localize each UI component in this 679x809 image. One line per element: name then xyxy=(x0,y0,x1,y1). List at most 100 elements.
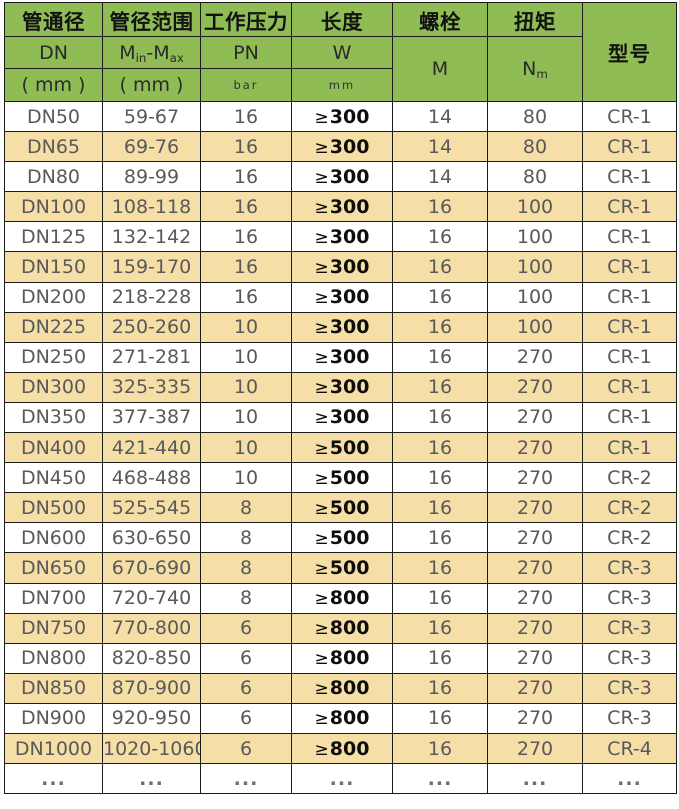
table-row: ..................... xyxy=(4,763,677,795)
cell-pipe-diameter: DN125 xyxy=(4,221,103,253)
header-symbol-w: W xyxy=(291,36,393,69)
cell-torque: 270 xyxy=(487,492,583,524)
min-base: M xyxy=(119,41,136,64)
greater-equal-icon: ≥ xyxy=(314,589,329,610)
cell-bolt: 16 xyxy=(392,251,488,283)
cell-pipe-diameter: DN650 xyxy=(4,552,103,584)
cell-model: CR-2 xyxy=(582,522,677,554)
cell-torque: 270 xyxy=(487,612,583,644)
length-value: 800 xyxy=(329,587,370,610)
greater-equal-icon: ≥ xyxy=(314,528,329,549)
length-value: 300 xyxy=(329,135,370,158)
max-base: M xyxy=(153,41,170,64)
greater-equal-icon: ≥ xyxy=(314,709,329,730)
cell-bolt: 16 xyxy=(392,702,488,734)
table-row: DN1000 1020-1060 6 ≥800 16 270 CR-4 xyxy=(4,732,677,765)
cell-pipe-diameter: ... xyxy=(4,763,103,795)
cell-model: CR-3 xyxy=(582,612,677,644)
cell-model: CR-1 xyxy=(582,341,677,373)
cell-pipe-diameter: DN80 xyxy=(4,161,103,193)
min-sub: in xyxy=(135,50,147,65)
cell-model: CR-3 xyxy=(582,702,677,734)
length-value: 800 xyxy=(329,677,370,700)
greater-equal-icon: ≥ xyxy=(314,167,329,188)
greater-equal-icon: ≥ xyxy=(314,258,329,279)
cell-diameter-range: 159-170 xyxy=(102,251,201,283)
cell-torque: 80 xyxy=(487,100,583,133)
table-row: DN600 630-650 8 ≥500 16 270 CR-2 xyxy=(4,522,677,554)
header-pipe-diameter: 管通径 xyxy=(4,2,103,37)
table-row: DN500 525-545 8 ≥500 16 270 CR-2 xyxy=(4,492,677,524)
header-row-title: 管通径 管径范围 工作压力 长度 螺栓 扭矩 型号 xyxy=(4,2,677,102)
cell-torque: 80 xyxy=(487,131,583,163)
cell-working-pressure: 10 xyxy=(200,432,292,464)
cell-diameter-range: 468-488 xyxy=(102,462,201,494)
table-body: DN50 59-67 16 ≥300 14 80 CR-1 DN65 69-76 16 ≥300 14… xyxy=(4,100,677,795)
cell-diameter-range: 870-900 xyxy=(102,672,201,704)
cell-diameter-range: 525-545 xyxy=(102,492,201,524)
cell-length: ≥800 xyxy=(291,702,393,734)
cell-model: CR-4 xyxy=(582,732,677,765)
cell-length: ≥500 xyxy=(291,492,393,524)
cell-diameter-range: 108-118 xyxy=(102,191,201,223)
length-value: 300 xyxy=(329,346,370,369)
header-bolt: 螺栓 xyxy=(392,2,488,37)
table-row: DN65 69-76 16 ≥300 14 80 CR-1 xyxy=(4,131,677,163)
cell-pipe-diameter: DN750 xyxy=(4,612,103,644)
header-unit-dn-mm: ( mm ) xyxy=(4,68,103,102)
cell-length: ≥800 xyxy=(291,582,393,614)
cell-length: ≥500 xyxy=(291,462,393,494)
cell-model: CR-1 xyxy=(582,131,677,163)
header-row-unit: ( mm ) ( mm ) bar mm xyxy=(4,68,677,102)
cell-diameter-range: 325-335 xyxy=(102,371,201,403)
cell-bolt: 16 xyxy=(392,191,488,223)
table-row: DN850 870-900 6 ≥800 16 270 CR-3 xyxy=(4,672,677,704)
length-value: 800 xyxy=(329,647,370,670)
cell-working-pressure: 10 xyxy=(200,371,292,403)
cell-bolt: 16 xyxy=(392,281,488,313)
cell-working-pressure: 16 xyxy=(200,221,292,253)
table-row: DN80 89-99 16 ≥300 14 80 CR-1 xyxy=(4,161,677,193)
cell-model: CR-3 xyxy=(582,672,677,704)
cell-length: ≥300 xyxy=(291,371,393,403)
cell-model: ... xyxy=(582,763,677,795)
greater-equal-icon: ≥ xyxy=(314,227,329,248)
cell-pipe-diameter: DN250 xyxy=(4,341,103,373)
cell-bolt: 16 xyxy=(392,612,488,644)
cell-pipe-diameter: DN225 xyxy=(4,311,103,343)
cell-bolt: 16 xyxy=(392,732,488,765)
cell-length: ≥300 xyxy=(291,281,393,313)
cell-pipe-diameter: DN150 xyxy=(4,251,103,283)
cell-torque: 100 xyxy=(487,221,583,253)
greater-equal-icon: ≥ xyxy=(314,679,329,700)
cell-bolt: 16 xyxy=(392,492,488,524)
cell-working-pressure: 16 xyxy=(200,161,292,193)
header-model: 型号 xyxy=(582,2,677,102)
cell-pipe-diameter: DN300 xyxy=(4,371,103,403)
greater-equal-icon: ≥ xyxy=(314,498,329,519)
cell-diameter-range: 59-67 xyxy=(102,100,201,133)
cell-diameter-range: 1020-1060 xyxy=(102,732,201,765)
cell-bolt: 14 xyxy=(392,161,488,193)
cell-torque: 270 xyxy=(487,432,583,464)
cell-model: CR-1 xyxy=(582,401,677,434)
greater-equal-icon: ≥ xyxy=(314,739,329,760)
cell-working-pressure: 8 xyxy=(200,582,292,614)
header-working-pressure: 工作压力 xyxy=(200,2,292,37)
cell-pipe-diameter: DN65 xyxy=(4,131,103,163)
cell-working-pressure: 6 xyxy=(200,642,292,674)
cell-length: ≥300 xyxy=(291,161,393,193)
cell-model: CR-1 xyxy=(582,221,677,253)
cell-length: ≥300 xyxy=(291,131,393,163)
length-value: 800 xyxy=(329,707,370,730)
length-value: 500 xyxy=(329,466,370,489)
greater-equal-icon: ≥ xyxy=(314,649,329,670)
cell-pipe-diameter: DN100 xyxy=(4,191,103,223)
cell-model: CR-1 xyxy=(582,251,677,283)
cell-length: ≥500 xyxy=(291,552,393,584)
cell-length: ≥300 xyxy=(291,221,393,253)
cell-torque: 100 xyxy=(487,251,583,283)
length-value: 500 xyxy=(329,556,370,579)
greater-equal-icon: ≥ xyxy=(314,438,329,459)
